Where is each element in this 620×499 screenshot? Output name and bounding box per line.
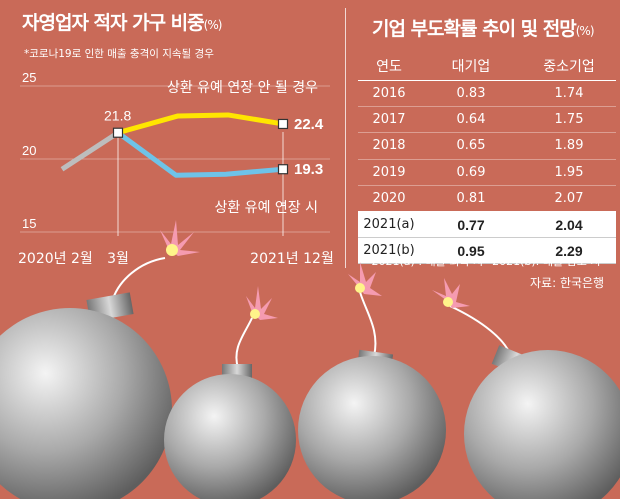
table-row: 2020 0.81 2.07	[358, 185, 616, 212]
left-chart-title: 자영업자 적자 가구 비중(%)	[22, 12, 222, 34]
data-label-no-extension-end: 22.4	[294, 116, 324, 133]
column-header-large: 대기업	[420, 52, 522, 81]
table-cell: 2017	[358, 106, 420, 134]
table-cell: 2016	[358, 80, 420, 108]
table-cell: 2.29	[522, 237, 616, 265]
y-tick-label: 15	[22, 216, 36, 231]
line-chart: 15 20 25 2020년 2월 3월 2021년 12월 21.8 22.4 19.3 상환…	[18, 70, 334, 267]
table-footnote: *2021(a) : 매출 회복 시 *2021(b): 매출 감소 시	[366, 255, 601, 268]
column-header-sme: 중소기업	[522, 52, 616, 81]
table-row: 2021(a) 0.77 2.04	[358, 211, 616, 239]
table-cell: 0.65	[420, 132, 522, 160]
table-cell: 0.95	[420, 237, 522, 265]
x-tick-label: 3월	[107, 251, 129, 267]
data-label-start: 21.8	[104, 108, 131, 124]
table-cell: 1.89	[522, 132, 616, 160]
panel-divider	[345, 8, 346, 268]
table-cell: 1.95	[522, 159, 616, 186]
table-row: 2019 0.69 1.95	[358, 159, 616, 186]
series-line	[116, 130, 284, 178]
series-label-extension: 상환 유예 연장 시	[214, 200, 318, 216]
table-cell: 0.81	[420, 185, 522, 212]
table-cell: 2019	[358, 159, 420, 186]
table-cell: 0.69	[420, 159, 522, 186]
y-tick-label: 20	[22, 143, 36, 158]
spark-icons	[160, 220, 470, 320]
table-cell: 2018	[358, 132, 420, 160]
table-cell: 0.64	[420, 106, 522, 134]
bomb-1	[0, 257, 172, 499]
x-tick-label: 2021년 12월	[250, 251, 334, 267]
data-point-marker	[277, 164, 289, 175]
bomb-3	[298, 291, 446, 499]
table-cell: 0.77	[420, 211, 522, 239]
table-row: 2017 0.64 1.75	[358, 106, 616, 134]
spark-icon	[432, 278, 470, 308]
table-cell: 1.74	[522, 80, 616, 108]
column-header-year: 연도	[358, 52, 420, 81]
data-point-marker	[112, 127, 124, 138]
table-cell: 0.83	[420, 80, 522, 108]
x-tick-label: 2020년 2월	[18, 251, 93, 267]
table-row: 2018 0.65 1.89	[358, 132, 616, 160]
bomb-2	[164, 317, 296, 499]
series-line	[117, 112, 284, 136]
y-tick-label: 25	[22, 70, 36, 85]
bomb-4	[449, 305, 620, 499]
series-label-no-extension: 상환 유예 연장 안 될 경우	[167, 80, 318, 96]
table-source: 자료: 한국은행	[530, 276, 605, 290]
spark-icon	[348, 262, 382, 296]
spark-icon	[246, 286, 278, 320]
default-probability-table: 연도 대기업 중소기업 2016 0.83 1.74 2017 0.64 1.75 2018…	[358, 52, 616, 265]
left-chart-subtitle: *코로나19로 인한 매출 충격이 지속될 경우	[24, 48, 214, 60]
table-row: 2016 0.83 1.74	[358, 80, 616, 108]
table-cell: 2020	[358, 185, 420, 212]
right-table-title: 기업 부도확률 추이 및 전망(%)	[372, 18, 595, 40]
spark-icon	[160, 220, 200, 256]
table-cell: 2021(b)	[358, 237, 420, 265]
series-line	[60, 130, 120, 172]
table-cell: 1.75	[522, 106, 616, 134]
table-cell: 2.04	[522, 211, 616, 239]
table-cell: 2021(a)	[358, 211, 420, 239]
data-label-extension-end: 19.3	[294, 161, 323, 178]
data-point-marker	[277, 118, 289, 130]
table-row: 2021(b) 0.95 2.29	[358, 237, 616, 265]
table-cell: 2.07	[522, 185, 616, 212]
